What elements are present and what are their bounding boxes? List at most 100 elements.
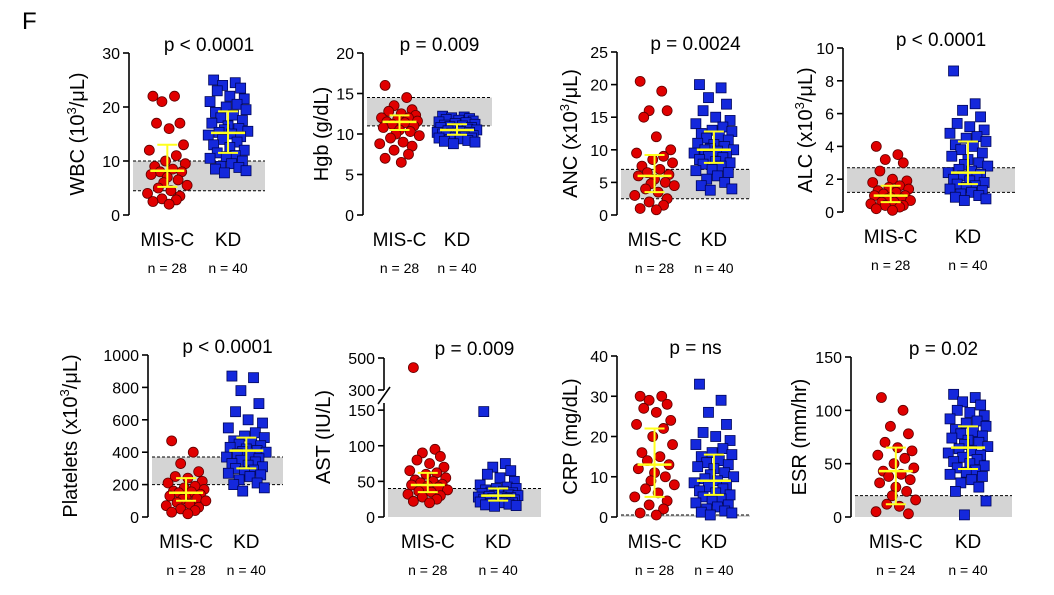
data-point-misc: [885, 420, 896, 432]
data-point-misc: [413, 130, 425, 142]
group-kd: KD n = 40: [221, 370, 272, 578]
data-point-kd: [980, 495, 992, 507]
data-point-misc: [165, 185, 177, 197]
data-point-misc: [163, 123, 175, 135]
data-point-kd: [960, 466, 972, 478]
plot-panel-6: 0 50 100 150 300 500 AST (IU/L) p = 0.009 MIS-C n…: [313, 339, 541, 578]
data-point-kd: [260, 446, 272, 458]
data-point-misc: [175, 458, 187, 469]
data-point-misc: [667, 439, 678, 450]
y-axis-label: CRP (mg/dL): [560, 378, 582, 494]
data-point-misc: [634, 507, 646, 519]
data-point-misc: [629, 190, 641, 201]
data-point-misc: [665, 144, 677, 156]
y-axis-label: Hgb (g/dL): [311, 87, 333, 182]
data-point-misc: [403, 148, 414, 160]
data-point-misc: [634, 75, 646, 87]
data-point-kd: [695, 506, 707, 518]
y-label-tail: /μL): [60, 354, 82, 389]
data-point-kd: [976, 147, 988, 159]
data-point-kd: [960, 417, 972, 429]
category-label: MIS-C: [628, 230, 682, 251]
data-point-kd: [489, 500, 500, 512]
category-label: MIS-C: [373, 230, 427, 251]
p-value-title: p = 0.009: [435, 339, 515, 360]
y-tick-label: 20: [590, 430, 608, 447]
data-point-kd: [969, 98, 981, 110]
data-point-misc: [661, 398, 673, 410]
n-label: n = 40: [948, 257, 988, 273]
data-point-misc: [424, 497, 435, 509]
data-point-kd: [980, 420, 992, 432]
data-point-kd: [948, 388, 960, 400]
n-label: n = 40: [478, 562, 518, 578]
data-point-misc: [147, 90, 159, 102]
data-point-kd: [237, 485, 249, 497]
data-point-kd: [982, 160, 994, 172]
data-point-misc: [402, 488, 414, 500]
group-kd: KD n = 40: [942, 65, 994, 273]
data-point-kd: [719, 176, 731, 188]
y-tick-label: 500: [348, 351, 375, 368]
data-point-misc: [404, 465, 416, 477]
data-point-kd: [948, 65, 959, 77]
data-point-kd: [206, 117, 218, 129]
data-point-misc: [374, 138, 386, 150]
data-point-misc: [200, 495, 212, 507]
data-point-kd: [692, 461, 704, 473]
data-point-misc: [163, 198, 175, 210]
data-point-misc: [411, 454, 423, 466]
y-axis-label: ESR (mm/hr): [789, 379, 811, 496]
data-point-misc: [182, 508, 194, 520]
y-tick-label: 200: [112, 478, 139, 495]
data-point-misc: [659, 471, 671, 483]
category-label: MIS-C: [401, 532, 455, 553]
data-point-misc: [645, 475, 657, 487]
data-point-misc: [638, 111, 650, 123]
category-label: MIS-C: [869, 532, 923, 553]
data-point-kd: [710, 431, 722, 442]
y-label-tail: /μL): [795, 67, 817, 102]
data-point-kd: [202, 129, 214, 141]
data-point-kd: [494, 472, 506, 484]
data-point-kd: [510, 500, 522, 512]
data-point-kd: [238, 144, 250, 156]
data-point-kd: [949, 191, 961, 203]
data-point-misc: [643, 394, 655, 406]
data-point-misc: [661, 105, 673, 117]
data-point-misc: [142, 187, 153, 199]
data-point-kd: [712, 170, 723, 182]
data-point-kd: [230, 406, 241, 418]
data-point-misc: [634, 390, 646, 402]
data-point-kd: [721, 419, 732, 430]
data-point-misc: [872, 449, 884, 461]
y-tick-label: 15: [336, 87, 354, 104]
data-point-misc: [172, 174, 184, 186]
data-point-kd: [977, 471, 988, 482]
data-point-kd: [481, 468, 493, 480]
data-point-kd: [967, 140, 979, 152]
data-point-misc: [377, 122, 389, 133]
category-label: KD: [955, 532, 981, 553]
data-point-misc: [879, 154, 891, 165]
data-point-kd: [690, 497, 702, 509]
data-point-kd: [690, 118, 702, 130]
category-label: MIS-C: [159, 532, 213, 553]
data-point-kd: [469, 136, 481, 148]
data-point-misc: [407, 495, 419, 507]
y-label-tail: /μL): [67, 72, 89, 107]
data-point-kd: [726, 507, 738, 519]
p-value-title: p < 0.0001: [182, 337, 272, 358]
data-point-misc: [647, 154, 659, 165]
group-misc: MIS-C n = 28: [864, 140, 918, 273]
data-point-kd: [697, 427, 709, 438]
data-point-misc: [883, 471, 895, 482]
data-point-kd: [975, 399, 987, 411]
y-tick-label: 0: [345, 208, 354, 225]
data-point-kd: [697, 105, 709, 117]
data-point-misc: [888, 458, 900, 470]
data-point-kd: [235, 385, 247, 397]
data-point-kd: [499, 458, 511, 469]
group-misc: MIS-C n = 28: [628, 75, 682, 276]
